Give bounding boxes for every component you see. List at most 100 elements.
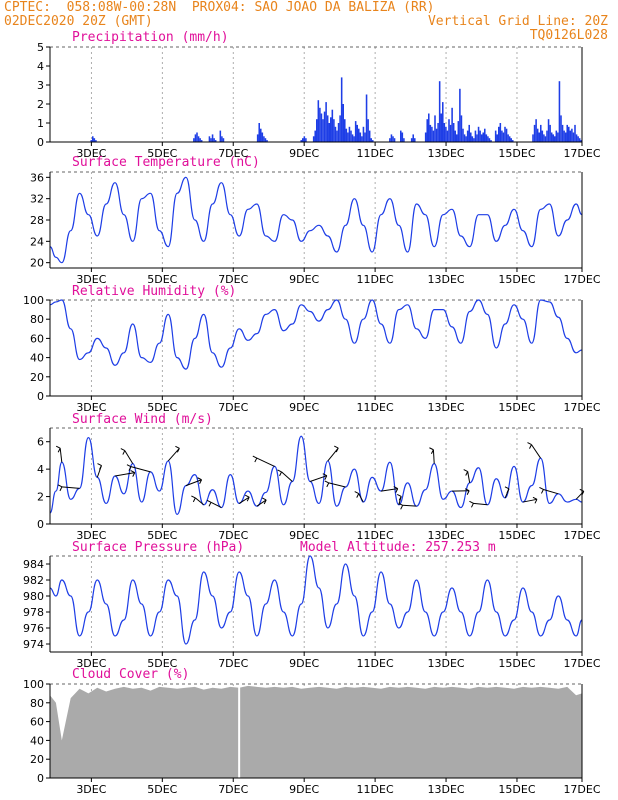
wind-arrow-head xyxy=(175,445,180,453)
precip-bar xyxy=(474,130,477,142)
rh-xtick-label: 11DEC xyxy=(357,401,394,414)
precip-xtick-label: 7DEC xyxy=(218,147,248,160)
precip-bar xyxy=(95,140,97,142)
wind-arrow-head xyxy=(429,447,434,454)
pressure-ytick-label: 982 xyxy=(23,574,44,587)
precip-bar xyxy=(476,134,478,142)
wind-ytick-label: 0 xyxy=(37,518,44,531)
wind-xtick-label: 7DEC xyxy=(218,529,248,542)
precip-bar xyxy=(577,136,579,142)
wind-arrow xyxy=(432,449,435,464)
rh-xtick-label: 13DEC xyxy=(427,401,464,414)
precip-bar xyxy=(221,136,223,142)
precip-bar xyxy=(446,130,449,142)
temp-xtick-label: 13DEC xyxy=(427,273,464,286)
wind-xtick-label: 9DEC xyxy=(289,529,319,542)
precip-bar xyxy=(477,126,480,142)
cloud-ytick-label: 100 xyxy=(23,678,44,691)
wind-arrow-head xyxy=(354,491,360,498)
precip-bar xyxy=(426,119,428,142)
pressure-title: Surface Pressure (hPa) xyxy=(72,540,244,555)
precip-bar xyxy=(443,123,446,142)
precip-bar xyxy=(414,138,416,142)
wind-arrow-head xyxy=(463,469,469,476)
pressure-xtick-label: 13DEC xyxy=(427,657,464,670)
precip-bar xyxy=(482,132,484,142)
precip-bar xyxy=(507,134,509,142)
precip-bar xyxy=(429,124,432,142)
wind-arrow-head xyxy=(396,493,402,501)
precip-xtick-label: 15DEC xyxy=(498,147,535,160)
pressure-subtitle: Model Altitude: 257.253 m xyxy=(300,540,496,555)
precip-bar xyxy=(92,136,94,142)
wind-arrow-head xyxy=(191,495,196,503)
precip-bar xyxy=(336,130,338,142)
precip-bar xyxy=(370,138,372,142)
precip-bar xyxy=(502,132,505,142)
precip-bar xyxy=(403,138,405,142)
pressure-ytick-label: 974 xyxy=(23,638,44,651)
precip-bar xyxy=(508,136,511,142)
precip-bar xyxy=(578,138,581,142)
rh-title: Relative Humidity (%) xyxy=(72,284,236,299)
precip-bar xyxy=(359,132,362,142)
precip-bar xyxy=(552,134,554,142)
header-grid-note: Vertical Grid Line: 20Z xyxy=(427,14,608,29)
precip-bar xyxy=(445,126,447,142)
precip-bar xyxy=(412,134,414,142)
precip-bar xyxy=(546,130,548,142)
precip-bar xyxy=(557,132,559,142)
precip-ytick-label: 1 xyxy=(37,117,44,130)
precip-bar xyxy=(208,136,211,142)
wind-arrow-head xyxy=(197,477,203,484)
precip-bar xyxy=(499,123,502,142)
wind-arrow-head xyxy=(393,486,399,493)
precip-bar xyxy=(496,134,498,142)
rh-series-line xyxy=(49,299,583,370)
precip-bar xyxy=(328,123,330,142)
wind-arrow xyxy=(210,501,222,508)
precip-bar xyxy=(541,130,544,142)
rh-ytick-label: 20 xyxy=(30,371,44,384)
wind-arrow-head xyxy=(398,502,404,510)
precip-bar xyxy=(532,134,534,142)
precip-bar xyxy=(400,130,402,142)
pressure-xtick-label: 3DEC xyxy=(76,657,106,670)
wind-arrow-head xyxy=(324,480,330,488)
precip-bar xyxy=(333,119,335,142)
temp-xtick-label: 5DEC xyxy=(147,273,177,286)
precip-xtick-label: 17DEC xyxy=(563,147,600,160)
cloud-xtick-label: 17DEC xyxy=(563,783,600,796)
temp-xtick-label: 17DEC xyxy=(563,273,600,286)
wind-arrow xyxy=(61,486,80,489)
precip-bar xyxy=(435,128,438,142)
precip-bar xyxy=(543,134,545,142)
cloud-xtick-label: 15DEC xyxy=(498,783,535,796)
precip-bar xyxy=(512,140,514,142)
precip-bar xyxy=(389,138,391,142)
precip-ytick-label: 5 xyxy=(37,41,44,54)
precip-bar xyxy=(498,126,500,142)
precip-bar xyxy=(200,140,203,142)
pressure-ytick-label: 976 xyxy=(23,622,44,635)
precip-bar xyxy=(484,128,486,142)
precip-bar xyxy=(345,128,348,142)
cloud-xtick-label: 11DEC xyxy=(357,783,394,796)
wind-arrow xyxy=(195,497,205,506)
cloud-xtick-label: 3DEC xyxy=(76,783,106,796)
pressure-xtick-label: 7DEC xyxy=(218,657,248,670)
wind-arrow xyxy=(531,444,542,459)
precip-ytick-label: 4 xyxy=(37,60,44,73)
rh-ytick-label: 60 xyxy=(30,332,44,345)
wind-arrow-head xyxy=(464,488,470,495)
precip-bar xyxy=(331,109,334,142)
precip-bar xyxy=(504,126,506,142)
temp-xtick-label: 7DEC xyxy=(218,273,248,286)
precip-ytick-label: 2 xyxy=(37,98,44,111)
rh-xtick-label: 5DEC xyxy=(147,401,177,414)
precip-bar xyxy=(560,115,562,142)
precip-bar xyxy=(316,119,318,142)
precip-bar xyxy=(533,124,536,142)
rh-xtick-label: 7DEC xyxy=(218,401,248,414)
wind-arrow-head xyxy=(469,500,474,508)
